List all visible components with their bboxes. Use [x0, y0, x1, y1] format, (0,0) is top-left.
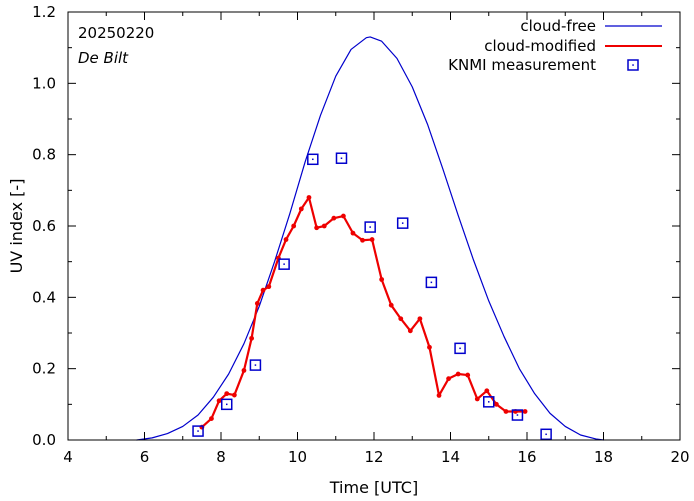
x-axis-title: Time [UTC] [329, 478, 418, 497]
y-tick-label: 0.6 [32, 217, 56, 235]
marker-knmi-measurement [307, 153, 319, 166]
point-cloud-modified [241, 368, 247, 373]
y-tick-label: 0.8 [32, 146, 56, 164]
point-cloud-modified [350, 230, 356, 236]
y-axis-title: UV index [-] [7, 179, 26, 274]
marker-dot-knmi-measurement [369, 226, 371, 228]
ticks-layer: 4 6 8 10 12 14 16 18 20 0.0 0.2 0.4 0.6 0.8 1.0 1.2 [32, 3, 689, 466]
marker-dot-knmi-measurement [225, 403, 228, 406]
x-tick-label: 18 [594, 448, 613, 466]
point-cloud-modified [321, 223, 327, 229]
marker-knmi-measurement [192, 425, 204, 437]
point-cloud-modified [407, 328, 413, 334]
marker-knmi-measurement [220, 398, 233, 411]
marker-dot-knmi-measurement [430, 281, 433, 284]
point-cloud-modified [465, 372, 471, 378]
x-tick-label: 14 [441, 448, 460, 466]
x-tick-label: 16 [517, 448, 536, 466]
y-tick-label: 0.2 [32, 360, 56, 378]
point-cloud-modified [331, 215, 337, 221]
legend-label-knmi-measurement: KNMI measurement [448, 56, 596, 74]
marker-knmi-measurement [396, 217, 409, 229]
marker-knmi-measurement [511, 409, 524, 421]
x-tick-label: 20 [670, 448, 689, 466]
point-cloud-modified [231, 392, 237, 398]
point-cloud-modified [522, 409, 528, 414]
point-cloud-modified [417, 316, 423, 322]
point-cloud-modified [379, 277, 385, 282]
x-tick-label: 12 [364, 448, 383, 466]
legend-swatch-knmi-measurement [627, 59, 639, 71]
point-cloud-modified [216, 398, 222, 404]
marker-dot-knmi-measurement [459, 347, 461, 350]
point-cloud-modified [427, 344, 432, 350]
point-cloud-modified [298, 206, 304, 212]
x-tick-label: 8 [216, 448, 226, 466]
station-annotation: De Bilt [78, 49, 129, 67]
x-tick-label: 10 [288, 448, 307, 466]
marker-knmi-measurement [335, 152, 348, 164]
date-annotation: 20250220 [78, 24, 154, 42]
marker-dot-knmi-measurement [340, 157, 343, 159]
marker-dot-knmi-measurement [401, 222, 404, 224]
point-cloud-modified [398, 316, 404, 322]
point-cloud-modified [209, 416, 214, 421]
point-cloud-modified [474, 396, 480, 402]
y-tick-label: 1.0 [32, 74, 56, 92]
point-cloud-modified [254, 300, 260, 306]
y-tick-label: 0.4 [32, 288, 56, 306]
point-cloud-modified [436, 393, 442, 398]
marker-knmi-measurement [278, 258, 290, 270]
point-cloud-modified [388, 302, 394, 308]
point-cloud-modified [455, 371, 461, 377]
point-cloud-modified [306, 195, 312, 200]
marker-knmi-measurement [249, 359, 262, 371]
marker-dot-knmi-measurement [254, 364, 257, 366]
y-tick-label: 0.0 [32, 431, 56, 449]
marker-dot-knmi-measurement [488, 401, 490, 403]
marker-knmi-measurement [425, 276, 438, 289]
legend: cloud-free cloud-modified KNMI measureme… [448, 17, 662, 74]
marker-dot-knmi-measurement [312, 158, 314, 161]
point-cloud-modified [503, 409, 509, 414]
y-tick-label: 1.2 [32, 3, 56, 21]
series-layer [136, 36, 605, 441]
point-cloud-modified [446, 376, 451, 382]
point-cloud-modified [283, 237, 289, 242]
x-tick-label: 4 [63, 448, 73, 466]
marker-dot-knmi-measurement [197, 430, 199, 432]
legend-label-cloud-modified: cloud-modified [484, 37, 596, 55]
point-cloud-modified [224, 391, 230, 397]
marker-knmi-measurement [540, 428, 552, 441]
point-cloud-modified [369, 237, 375, 242]
marker-dot-knmi-measurement [545, 433, 547, 436]
marker-knmi-measurement [483, 396, 495, 408]
point-cloud-modified [260, 287, 266, 293]
legend-label-cloud-free: cloud-free [520, 17, 596, 35]
point-cloud-modified [266, 284, 272, 290]
point-cloud-modified [484, 388, 490, 394]
point-cloud-modified [341, 213, 346, 219]
point-cloud-modified [291, 223, 297, 229]
x-tick-label: 6 [140, 448, 150, 466]
point-cloud-modified [249, 335, 255, 341]
marker-dot-knmi-measurement [516, 414, 519, 416]
marker-dot-knmi-measurement [283, 263, 285, 265]
point-cloud-modified [314, 225, 320, 231]
point-cloud-modified [360, 237, 365, 243]
point-cloud-modified [494, 401, 499, 407]
series-line-cloud-free [136, 36, 605, 441]
marker-knmi-measurement [364, 221, 376, 233]
legend-swatch-knmi-dot [632, 64, 634, 66]
marker-knmi-measurement [454, 342, 466, 355]
